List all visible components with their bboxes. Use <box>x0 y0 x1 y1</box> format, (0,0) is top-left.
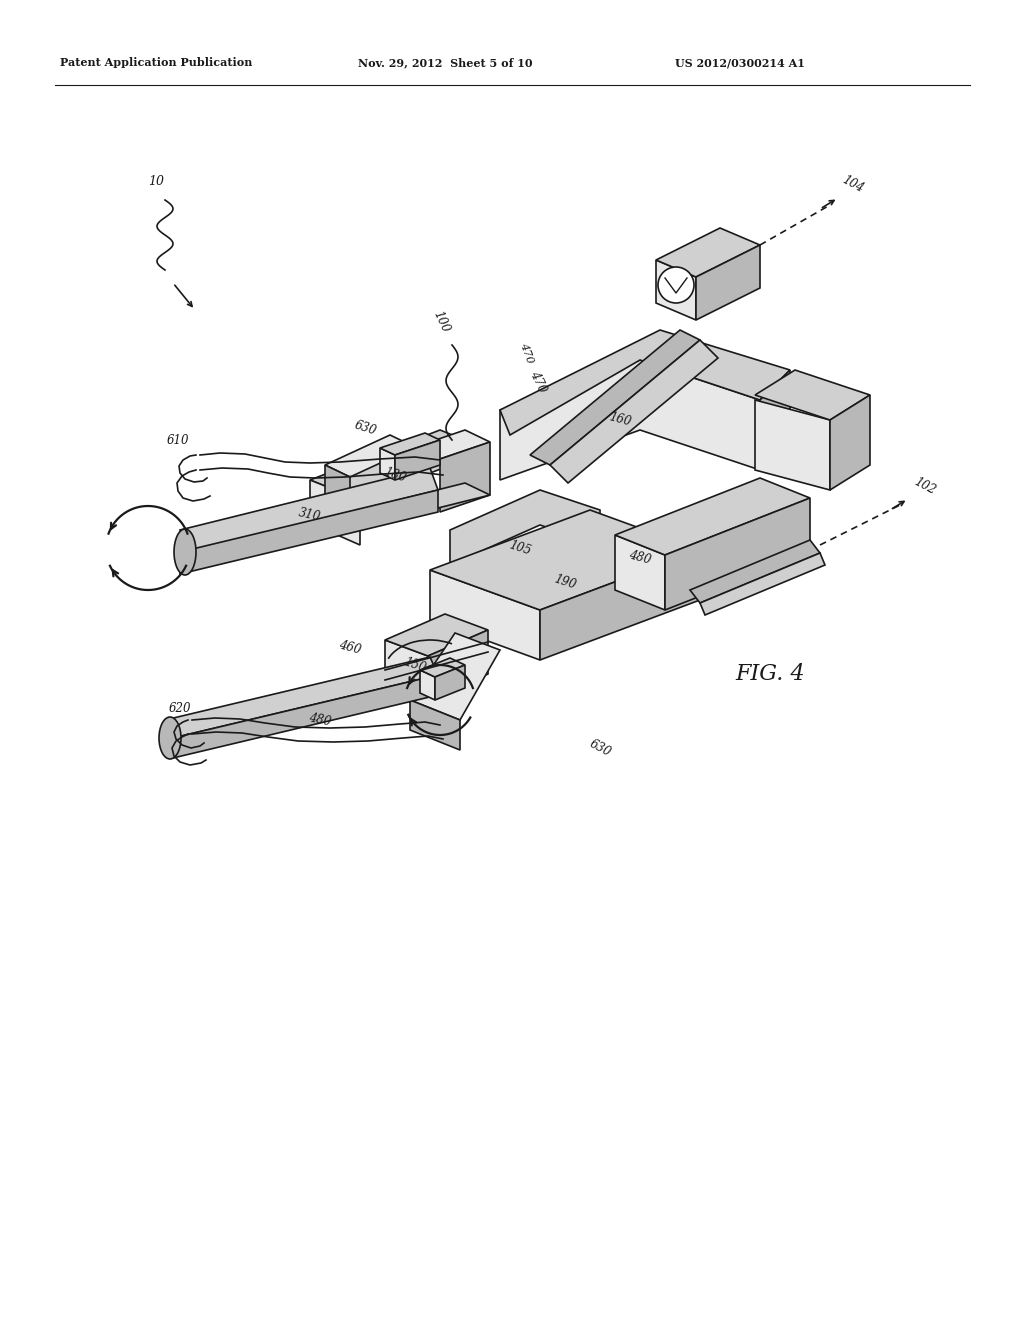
Polygon shape <box>310 430 490 500</box>
Polygon shape <box>690 540 820 603</box>
Text: 630: 630 <box>587 737 613 759</box>
Polygon shape <box>325 483 490 531</box>
Polygon shape <box>540 550 700 660</box>
Polygon shape <box>395 440 440 480</box>
Text: 160: 160 <box>607 411 633 429</box>
Text: 480: 480 <box>628 549 652 568</box>
Text: 630: 630 <box>352 418 378 438</box>
Text: 470: 470 <box>518 342 535 366</box>
Text: 104: 104 <box>840 173 866 195</box>
Text: FIG. 4: FIG. 4 <box>735 663 805 685</box>
Polygon shape <box>615 478 810 554</box>
Text: 180: 180 <box>382 466 408 484</box>
Polygon shape <box>310 480 360 545</box>
Text: 100: 100 <box>430 309 452 335</box>
Polygon shape <box>410 700 460 750</box>
Polygon shape <box>696 246 760 319</box>
Text: 105: 105 <box>507 539 532 557</box>
Polygon shape <box>385 640 428 700</box>
Polygon shape <box>665 498 810 610</box>
Polygon shape <box>550 341 718 483</box>
Polygon shape <box>755 400 830 490</box>
Polygon shape <box>165 657 438 738</box>
Polygon shape <box>440 442 490 512</box>
Polygon shape <box>380 447 395 480</box>
Polygon shape <box>380 433 440 455</box>
Polygon shape <box>420 671 435 700</box>
Text: 190: 190 <box>552 573 578 591</box>
Text: 620: 620 <box>169 701 191 714</box>
Polygon shape <box>656 260 696 319</box>
Polygon shape <box>755 370 870 420</box>
Polygon shape <box>435 665 465 700</box>
Text: Nov. 29, 2012  Sheet 5 of 10: Nov. 29, 2012 Sheet 5 of 10 <box>358 57 532 69</box>
Text: 610: 610 <box>167 433 189 446</box>
Polygon shape <box>656 228 760 277</box>
Polygon shape <box>700 553 825 615</box>
Polygon shape <box>430 570 540 660</box>
Polygon shape <box>385 614 488 656</box>
Polygon shape <box>428 630 488 700</box>
Text: 470: 470 <box>527 370 549 395</box>
Polygon shape <box>430 510 700 610</box>
Polygon shape <box>615 535 665 610</box>
Text: 310: 310 <box>298 507 323 524</box>
Text: US 2012/0300214 A1: US 2012/0300214 A1 <box>675 57 805 69</box>
Text: Patent Application Publication: Patent Application Publication <box>60 57 252 69</box>
Polygon shape <box>325 465 350 531</box>
Text: 460: 460 <box>338 639 362 657</box>
Polygon shape <box>325 436 415 477</box>
Text: 102: 102 <box>912 475 938 498</box>
Polygon shape <box>760 370 790 470</box>
Polygon shape <box>410 634 500 719</box>
Text: 480: 480 <box>307 711 333 729</box>
Text: 150: 150 <box>402 655 428 675</box>
Polygon shape <box>420 657 465 677</box>
Text: 10: 10 <box>148 176 164 187</box>
Polygon shape <box>180 490 438 574</box>
Circle shape <box>658 267 694 304</box>
Polygon shape <box>415 430 490 459</box>
Polygon shape <box>500 330 790 436</box>
Polygon shape <box>450 490 600 565</box>
Polygon shape <box>180 469 438 552</box>
Polygon shape <box>500 360 760 480</box>
Ellipse shape <box>159 717 181 759</box>
Polygon shape <box>173 675 438 758</box>
Ellipse shape <box>174 529 196 576</box>
Polygon shape <box>530 330 700 465</box>
Polygon shape <box>830 395 870 490</box>
